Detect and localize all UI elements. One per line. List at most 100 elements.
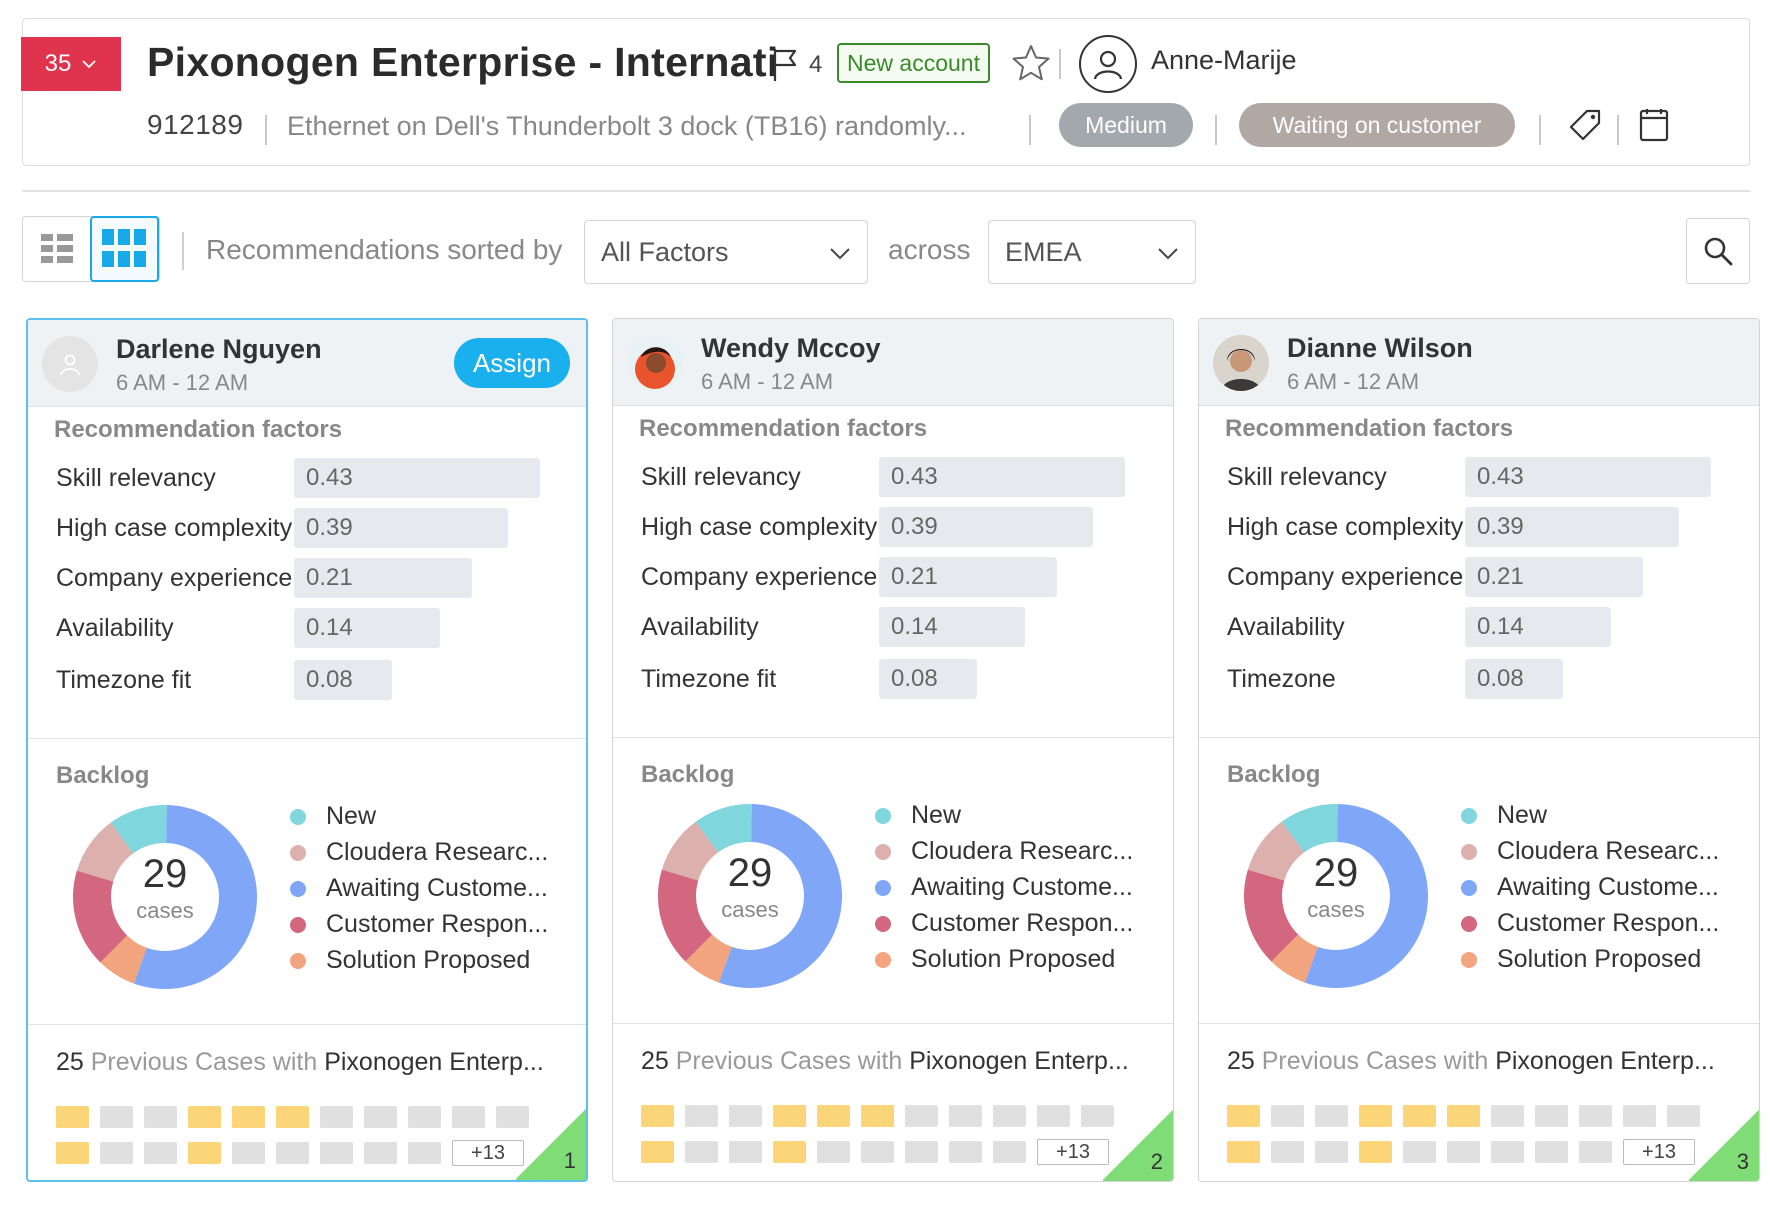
previous-case-marker[interactable] — [1491, 1105, 1524, 1127]
card-grid-icon — [102, 229, 147, 267]
previous-case-marker[interactable] — [685, 1105, 718, 1127]
previous-case-marker[interactable] — [993, 1141, 1026, 1163]
previous-case-marker[interactable] — [685, 1141, 718, 1163]
previous-case-marker[interactable] — [408, 1142, 441, 1164]
previous-case-marker[interactable] — [773, 1105, 806, 1127]
previous-case-marker[interactable] — [56, 1106, 89, 1128]
previous-case-marker[interactable] — [144, 1106, 177, 1128]
previous-case-marker[interactable] — [1315, 1105, 1348, 1127]
case-description: Ethernet on Dell's Thunderbolt 3 dock (T… — [287, 111, 967, 141]
previous-case-marker[interactable] — [100, 1106, 133, 1128]
assign-button[interactable]: Assign — [454, 338, 570, 388]
priority-badge[interactable]: Medium — [1059, 103, 1193, 147]
previous-case-marker[interactable] — [1447, 1141, 1480, 1163]
previous-case-marker[interactable] — [1579, 1141, 1612, 1163]
card-view-button[interactable] — [89, 216, 159, 282]
agent-hours: 6 AM - 12 AM — [1287, 369, 1420, 394]
previous-case-marker[interactable] — [949, 1141, 982, 1163]
previous-case-marker[interactable] — [861, 1105, 894, 1127]
previous-case-marker[interactable] — [1403, 1141, 1436, 1163]
previous-case-marker[interactable] — [144, 1142, 177, 1164]
previous-case-marker[interactable] — [817, 1105, 850, 1127]
previous-case-marker[interactable] — [817, 1141, 850, 1163]
previous-case-marker[interactable] — [1535, 1105, 1568, 1127]
backlog-legend-item: Awaiting Custome... — [1461, 873, 1719, 902]
previous-case-marker[interactable] — [56, 1142, 89, 1164]
previous-case-marker[interactable] — [905, 1105, 938, 1127]
previous-case-marker[interactable] — [773, 1141, 806, 1163]
previous-case-marker[interactable] — [993, 1105, 1026, 1127]
legend-dot-icon — [875, 915, 891, 932]
previous-case-marker[interactable] — [1447, 1105, 1480, 1127]
owner-name[interactable]: Anne-Marije — [1151, 45, 1297, 75]
more-cases-button[interactable]: +13 — [1623, 1139, 1695, 1165]
previous-cases-row — [1227, 1105, 1700, 1127]
legend-dot-icon — [290, 916, 306, 933]
tag-icon[interactable] — [1567, 107, 1603, 143]
previous-case-marker[interactable] — [1623, 1105, 1656, 1127]
previous-case-marker[interactable] — [949, 1105, 982, 1127]
legend-dot-icon — [875, 951, 891, 968]
backlog-legend-item: Awaiting Custome... — [875, 873, 1133, 902]
previous-case-marker[interactable] — [320, 1106, 353, 1128]
previous-case-marker[interactable] — [905, 1141, 938, 1163]
agent-recommendation-card[interactable]: Wendy Mccoy 6 AM - 12 AM Recommendation fa… — [612, 318, 1174, 1182]
region-select[interactable]: EMEA — [988, 220, 1196, 284]
previous-case-marker[interactable] — [188, 1142, 221, 1164]
search-icon — [1704, 237, 1733, 266]
previous-case-marker[interactable] — [1579, 1105, 1612, 1127]
header-separator — [1215, 115, 1217, 145]
status-badge[interactable]: Waiting on customer — [1239, 103, 1515, 147]
previous-case-marker[interactable] — [1535, 1141, 1568, 1163]
star-icon[interactable] — [1011, 43, 1051, 83]
previous-case-marker[interactable] — [1403, 1105, 1436, 1127]
factor-select[interactable]: All Factors — [584, 220, 868, 284]
previous-case-marker[interactable] — [1037, 1105, 1070, 1127]
previous-case-marker[interactable] — [232, 1106, 265, 1128]
previous-case-marker[interactable] — [276, 1106, 309, 1128]
previous-case-marker[interactable] — [641, 1105, 674, 1127]
search-button[interactable] — [1686, 218, 1750, 284]
region-select-value: EMEA — [1005, 236, 1082, 267]
previous-case-marker[interactable] — [452, 1106, 485, 1128]
previous-case-marker[interactable] — [1271, 1141, 1304, 1163]
backlog-title: Backlog — [56, 762, 150, 789]
previous-case-marker[interactable] — [1359, 1141, 1392, 1163]
previous-case-marker[interactable] — [364, 1106, 397, 1128]
previous-case-marker[interactable] — [1271, 1105, 1304, 1127]
factor-label: High case complexity — [1227, 513, 1464, 541]
previous-case-marker[interactable] — [861, 1141, 894, 1163]
avatar — [42, 336, 98, 392]
factor-score-bar: 0.21 — [879, 557, 1057, 597]
previous-case-marker[interactable] — [1227, 1141, 1260, 1163]
previous-case-marker[interactable] — [1359, 1105, 1392, 1127]
donut-slice-cloudera — [661, 821, 719, 881]
previous-cases-company: Pixonogen Enterp... — [324, 1048, 544, 1076]
previous-case-marker[interactable] — [729, 1141, 762, 1163]
notepad-icon[interactable] — [1637, 107, 1671, 143]
previous-case-marker[interactable] — [364, 1142, 397, 1164]
flag-counter[interactable]: 4 — [771, 47, 822, 83]
previous-case-marker[interactable] — [729, 1105, 762, 1127]
previous-case-marker[interactable] — [276, 1142, 309, 1164]
previous-case-marker[interactable] — [1315, 1141, 1348, 1163]
previous-case-marker[interactable] — [408, 1106, 441, 1128]
more-cases-button[interactable]: +13 — [452, 1140, 524, 1166]
previous-case-marker[interactable] — [1227, 1105, 1260, 1127]
agent-recommendation-card[interactable]: Darlene Nguyen 6 AM - 12 AM Assign Recommen… — [26, 318, 588, 1182]
previous-cases-label: Previous Cases with — [1254, 1047, 1496, 1075]
previous-case-marker[interactable] — [100, 1142, 133, 1164]
agent-recommendation-card[interactable]: Dianne Wilson 6 AM - 12 AM Recommendation … — [1198, 318, 1760, 1182]
factor-score-bar: 0.21 — [1465, 557, 1643, 597]
more-cases-button[interactable]: +13 — [1037, 1139, 1109, 1165]
previous-case-marker[interactable] — [232, 1142, 265, 1164]
owner-avatar[interactable] — [1079, 35, 1137, 93]
section-divider — [28, 1024, 586, 1025]
previous-case-marker[interactable] — [320, 1142, 353, 1164]
backlog-title: Backlog — [1227, 761, 1321, 788]
list-view-button[interactable] — [23, 217, 91, 281]
queue-count-dropdown[interactable]: 35 — [21, 37, 121, 91]
previous-case-marker[interactable] — [188, 1106, 221, 1128]
previous-case-marker[interactable] — [641, 1141, 674, 1163]
previous-case-marker[interactable] — [1491, 1141, 1524, 1163]
